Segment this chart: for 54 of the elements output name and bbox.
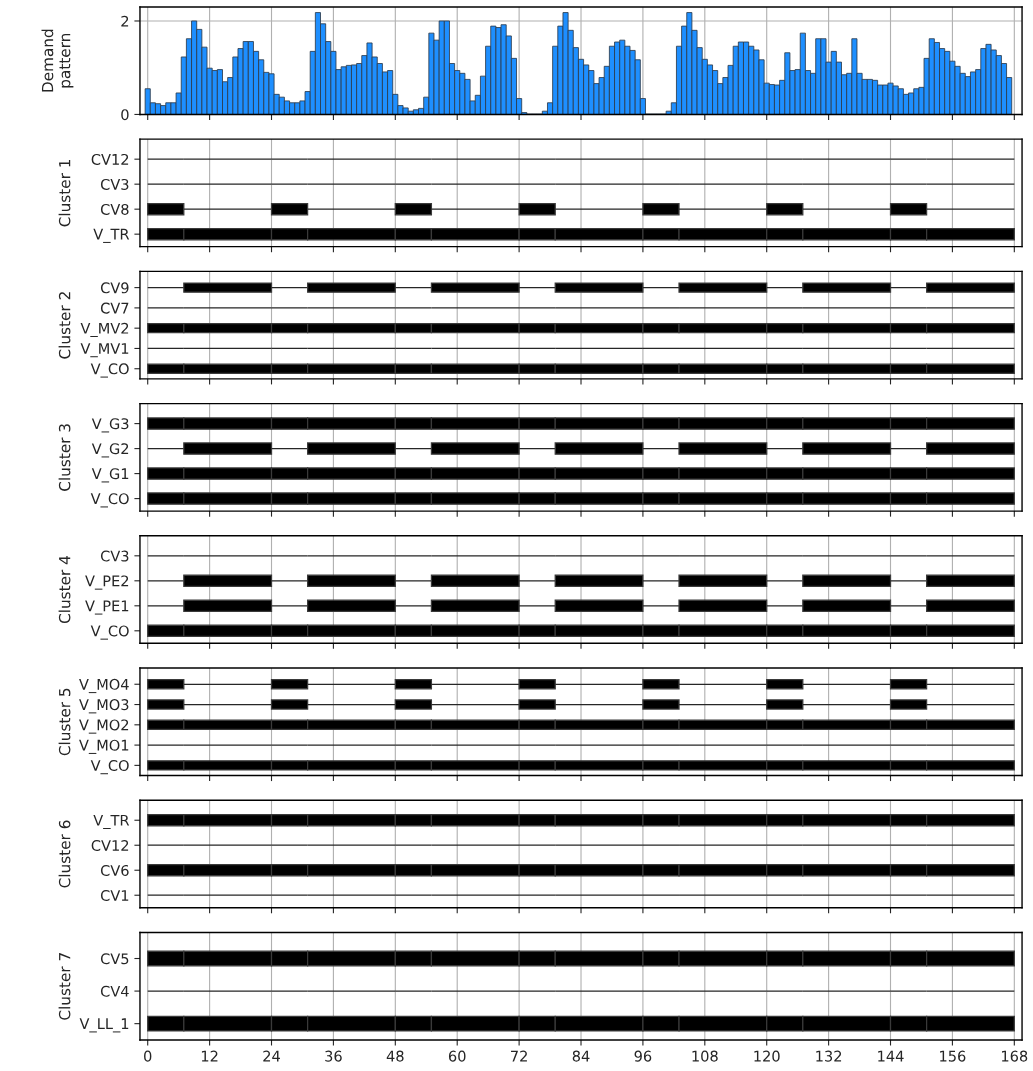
y-tick-label: CV1 <box>100 889 129 901</box>
y-tick-label: CV6 <box>100 864 129 876</box>
y-tick-label: V_G3 <box>91 418 129 433</box>
y-tick-label: CV9 <box>100 282 129 294</box>
y-tick-label: V_G2 <box>91 443 129 458</box>
x-tick-label: 96 <box>634 1050 652 1062</box>
y-tick-label: CV12 <box>91 839 129 851</box>
x-tick-label: 24 <box>263 1050 280 1062</box>
y-tick-label: 2 <box>121 15 129 27</box>
y-tick-label: CV8 <box>100 203 129 215</box>
y-tick-label: V_CO <box>90 625 129 640</box>
y-tick-label: V_MO3 <box>79 699 129 714</box>
x-tick-label: 12 <box>201 1050 218 1062</box>
x-tick-label: 48 <box>386 1050 404 1062</box>
y-tick-label: V_MV2 <box>80 322 129 338</box>
x-tick-label: 84 <box>572 1050 590 1062</box>
x-tick-label: 120 <box>754 1050 780 1062</box>
y-tick-label: V_PE2 <box>85 575 129 590</box>
y-tick-label: CV3 <box>100 550 129 562</box>
y-tick-label: V_MO2 <box>79 719 129 734</box>
y-tick-label: V_G1 <box>91 468 129 483</box>
y-tick-label: V_TR <box>93 814 130 830</box>
y-tick-label: V_MO1 <box>79 739 129 754</box>
x-tick-label: 0 <box>144 1050 152 1062</box>
x-tick-label: 156 <box>940 1050 966 1062</box>
y-tick-label: V_CO <box>90 363 129 378</box>
x-tick-label: 72 <box>511 1050 527 1062</box>
y-tick-label: V_MO4 <box>79 678 129 694</box>
y-tick-label: V_LL_1 <box>79 1018 129 1033</box>
y-axis-title: Cluster 4 <box>58 556 71 624</box>
y-tick-label: V_PE1 <box>85 600 129 615</box>
y-tick-label: V_TR <box>93 228 130 243</box>
x-tick-label: 108 <box>692 1050 718 1062</box>
x-tick-label: 60 <box>448 1050 466 1062</box>
y-axis-title: Cluster 2 <box>58 292 71 359</box>
y-tick-label: CV12 <box>91 153 129 165</box>
y-axis-title: Cluster 6 <box>58 820 71 888</box>
y-tick-label: CV7 <box>100 302 129 314</box>
y-axis-title: Cluster 3 <box>58 424 71 491</box>
y-tick-label: CV5 <box>100 953 129 965</box>
y-tick-label: 0 <box>121 109 129 121</box>
y-tick-label: CV4 <box>100 985 129 997</box>
y-tick-label: V_CO <box>90 493 129 508</box>
y-tick-label: V_MV1 <box>80 343 129 358</box>
y-axis-title: Cluster 5 <box>58 688 71 756</box>
x-tick-label: 168 <box>1002 1050 1028 1062</box>
y-tick-label: V_CO <box>90 759 129 775</box>
y-tick-label: CV3 <box>100 178 129 190</box>
x-tick-label: 36 <box>325 1050 342 1062</box>
x-tick-label: 144 <box>878 1050 904 1062</box>
y-axis-title: Demand pattern <box>41 29 74 92</box>
y-axis-title: Cluster 7 <box>58 953 71 1020</box>
x-tick-label: 132 <box>816 1050 842 1062</box>
y-axis-title: Cluster 1 <box>58 159 71 227</box>
